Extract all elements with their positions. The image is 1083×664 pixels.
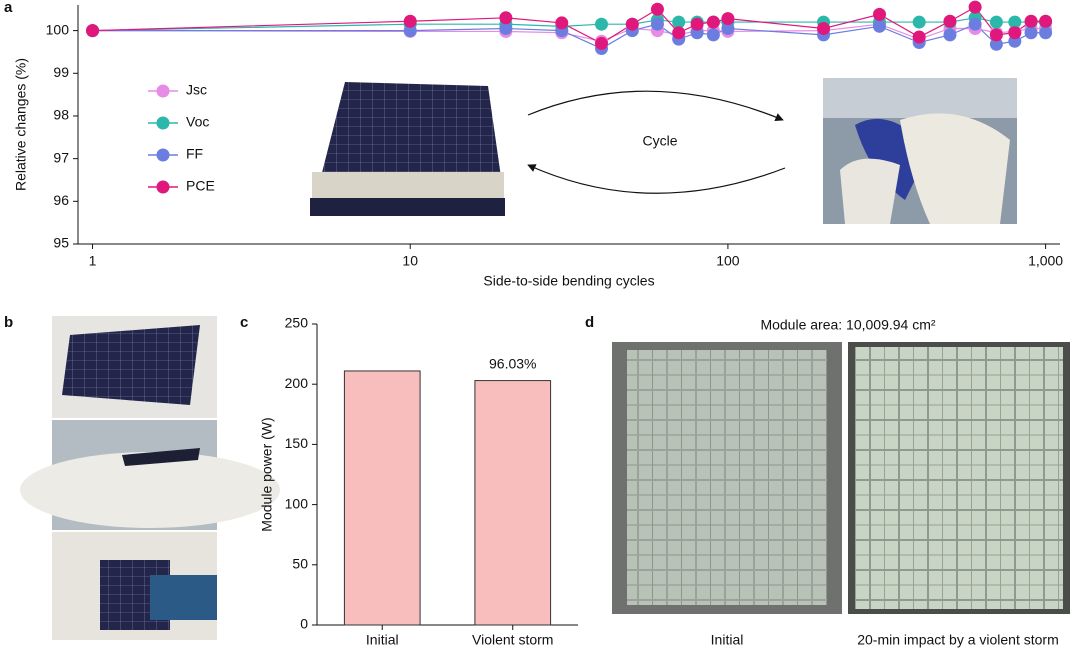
x-axis-label: Side-to-side bending cycles (483, 273, 654, 289)
data-point (989, 15, 1003, 29)
y-tick-label: 99 (53, 64, 69, 80)
cycle-arrow (527, 164, 786, 194)
data-point (1039, 14, 1053, 28)
data-point (1024, 26, 1038, 40)
legend-marker (156, 84, 170, 98)
data-point (1008, 15, 1022, 29)
y-tick-label: 0 (300, 616, 308, 632)
photo-installations (20, 316, 280, 640)
x-tick-label: 1,000 (1028, 253, 1063, 269)
data-point (912, 15, 926, 29)
y-axis-label: Relative changes (%) (13, 58, 29, 191)
panel-label: a (4, 0, 13, 16)
data-point (706, 15, 720, 29)
data-point (1024, 14, 1038, 28)
caption: Initial (711, 632, 744, 648)
data-point (817, 21, 831, 35)
legend-marker (156, 180, 170, 194)
data-point (625, 17, 639, 31)
data-point (86, 24, 100, 38)
data-point (1008, 26, 1022, 40)
legend-label: PCE (186, 178, 215, 194)
x-tick-label: 1 (89, 253, 97, 269)
y-tick-label: 150 (285, 435, 309, 451)
panel-label: d (585, 314, 594, 331)
legend-marker (156, 116, 170, 130)
data-point (912, 30, 926, 44)
data-point (872, 7, 886, 21)
data-point (989, 28, 1003, 42)
y-tick-label: 50 (292, 556, 308, 572)
annotation: Cycle (642, 133, 677, 149)
data-point (555, 16, 569, 30)
y-tick-label: 95 (53, 235, 69, 251)
data-point (872, 19, 886, 33)
annotation: 96.03% (489, 355, 536, 371)
data-point (989, 37, 1003, 51)
y-tick-label: 96 (53, 192, 69, 208)
el-image-storm (848, 342, 1070, 614)
data-point (650, 17, 664, 31)
y-tick-label: 100 (46, 21, 70, 37)
data-point (690, 17, 704, 31)
data-point (706, 28, 720, 42)
y-tick-label: 250 (285, 315, 309, 331)
x-tick-label: 10 (402, 253, 418, 269)
el-image-initial (612, 342, 842, 614)
data-point (968, 0, 982, 14)
bar (474, 380, 552, 626)
data-point (1039, 26, 1053, 40)
legend-label: Voc (186, 114, 209, 130)
photo-hand (823, 78, 1017, 224)
panel-label: c (240, 314, 248, 331)
y-tick-label: 97 (53, 149, 69, 165)
data-point (968, 17, 982, 31)
data-point (672, 26, 686, 40)
series-line (92, 6, 1046, 45)
panel-title: Module area: 10,009.94 cm² (760, 317, 935, 333)
data-point (499, 11, 513, 25)
data-point (721, 12, 735, 26)
data-point (943, 28, 957, 42)
panel-label: b (4, 314, 13, 331)
caption: 20-min impact by a violent storm (857, 632, 1059, 648)
legend-label: Jsc (186, 82, 207, 98)
legend-label: FF (186, 146, 203, 162)
data-point (594, 17, 608, 31)
bar (343, 370, 421, 626)
x-tick-label: 100 (716, 253, 740, 269)
y-tick-label: 200 (285, 375, 309, 391)
cycle-arrow (527, 90, 784, 121)
legend-marker (156, 148, 170, 162)
photo-cell (310, 82, 505, 216)
data-point (403, 14, 417, 28)
x-tick-label: Initial (366, 632, 399, 648)
data-point (403, 24, 417, 38)
y-tick-label: 100 (285, 495, 309, 511)
data-point (499, 21, 513, 35)
x-tick-label: Violent storm (472, 632, 553, 648)
series-line (92, 17, 1046, 32)
y-axis-label: Module power (W) (259, 417, 275, 531)
data-point (943, 14, 957, 28)
y-tick-label: 98 (53, 107, 69, 123)
data-point (721, 21, 735, 35)
data-point (650, 2, 664, 16)
data-point (672, 15, 686, 29)
data-point (594, 36, 608, 50)
